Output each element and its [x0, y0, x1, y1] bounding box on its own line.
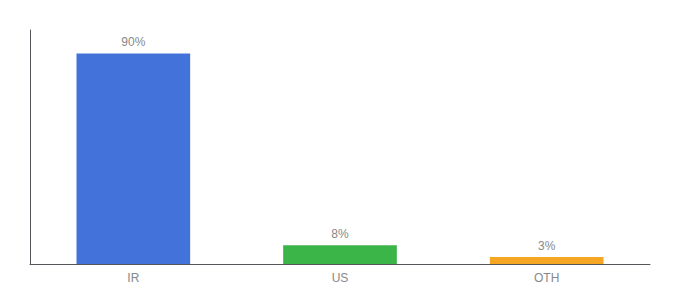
svg-text:90%: 90%	[121, 35, 145, 49]
svg-text:OTH: OTH	[534, 271, 559, 285]
svg-text:3%: 3%	[538, 239, 556, 253]
svg-text:IR: IR	[127, 271, 139, 285]
svg-text:US: US	[332, 271, 349, 285]
svg-text:8%: 8%	[331, 227, 349, 241]
